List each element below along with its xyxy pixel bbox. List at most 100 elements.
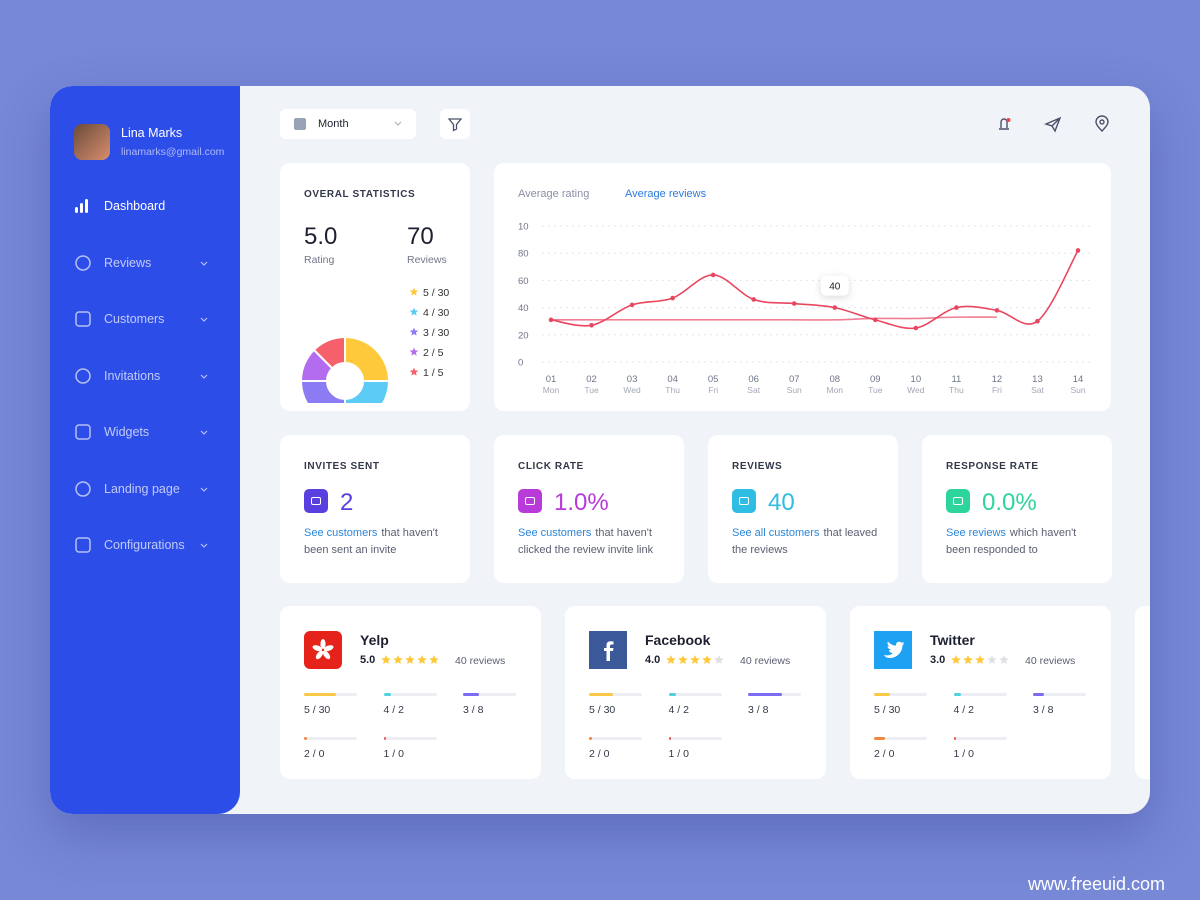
platform-reviews: 40 reviews xyxy=(455,655,506,667)
chevron xyxy=(200,430,208,435)
stat-icon-glyph xyxy=(739,497,749,505)
bar-fill xyxy=(463,693,479,696)
stat-link[interactable]: See all customers xyxy=(732,527,820,539)
nav-icon xyxy=(75,254,91,271)
legend-star xyxy=(409,367,419,376)
top-icons xyxy=(999,115,1109,133)
logo-f xyxy=(604,641,614,661)
stat-value: 40 xyxy=(768,489,795,516)
nav-label: Landing page xyxy=(104,481,180,496)
stat-text: See customers that haven't clicked the re… xyxy=(518,525,668,559)
nav-label: Reviews xyxy=(104,255,152,270)
icon-shape xyxy=(75,537,91,553)
pie-slice xyxy=(299,380,346,403)
stat-link[interactable]: See reviews xyxy=(946,527,1006,539)
stat-desc: that leaved the reviews xyxy=(732,527,878,556)
bar-fill xyxy=(383,693,392,696)
stat-card: CLICK RATE 1.0% See customers that haven't … xyxy=(494,435,684,583)
notifications[interactable] xyxy=(999,118,1011,130)
point xyxy=(670,295,675,301)
star xyxy=(702,655,712,665)
legend-star xyxy=(409,307,419,316)
x-tick-label: 09 xyxy=(870,374,881,385)
calendar-icon xyxy=(294,118,306,130)
stat-icon xyxy=(518,489,542,513)
bar-track xyxy=(383,737,437,740)
rating-label: Rating xyxy=(304,254,335,266)
period-select[interactable]: Month xyxy=(280,109,416,139)
star xyxy=(975,655,985,665)
bar-label: 3 / 8 xyxy=(463,704,484,716)
bar-label: 1 / 0 xyxy=(383,748,404,760)
star xyxy=(405,655,415,665)
stat-icon xyxy=(732,489,756,513)
stat-icon xyxy=(946,489,970,513)
nav-item[interactable]: Landing page xyxy=(50,478,240,502)
series-tab[interactable]: Average rating xyxy=(518,188,589,200)
icon-bar xyxy=(75,207,78,213)
bar-fill xyxy=(668,737,672,740)
star xyxy=(987,655,997,665)
bar-fill xyxy=(668,693,677,696)
watermark: www.freeuid.com xyxy=(1028,874,1166,894)
series-tab[interactable]: Average reviews xyxy=(625,188,707,200)
nav-item[interactable]: Widgets xyxy=(50,421,240,445)
nav-item[interactable]: Configurations xyxy=(50,534,240,558)
series-line xyxy=(550,250,1079,330)
platform-name: Facebook xyxy=(645,632,711,648)
star xyxy=(999,655,1009,665)
x-tick-sublabel: Fri xyxy=(992,385,1002,395)
chevron-path xyxy=(200,430,208,435)
platform-card: Twitter 3.0 40 reviews 5 / 30 4 / 2 3 / 8 2 / … xyxy=(850,606,1111,779)
x-tick-sublabel: Tue xyxy=(868,385,883,395)
legend-label: 2 / 5 xyxy=(423,347,444,359)
send[interactable] xyxy=(1044,116,1062,133)
stat-link[interactable]: See customers xyxy=(518,527,592,539)
stat-title: INVITES SENT xyxy=(304,461,380,472)
legend-label: 5 / 30 xyxy=(423,287,449,299)
nav-item[interactable]: Customers xyxy=(50,308,240,332)
x-tick-sublabel: Mon xyxy=(826,385,843,395)
rating-stars xyxy=(381,655,439,665)
line-chart: Average rating Average reviews02040608010… xyxy=(518,188,1090,395)
icon-bar xyxy=(80,203,83,213)
platform-card-partial xyxy=(1135,606,1150,779)
icon-bar xyxy=(85,199,88,213)
nav-icon xyxy=(75,199,88,213)
avatar xyxy=(74,124,110,160)
nav-item[interactable]: Invitations xyxy=(50,365,240,389)
chevron-path xyxy=(200,261,208,266)
stat-link[interactable]: See customers xyxy=(304,527,378,539)
x-tick-label: 04 xyxy=(667,374,678,385)
bar-track xyxy=(874,737,927,740)
platform-rating: 3.0 xyxy=(930,654,946,666)
bar-track xyxy=(383,693,437,696)
filter-button[interactable] xyxy=(440,109,470,139)
stat-icon-glyph xyxy=(525,497,535,505)
location[interactable] xyxy=(1095,115,1109,132)
nav-label: Customers xyxy=(104,312,165,326)
nav-item[interactable]: Reviews xyxy=(50,252,240,276)
platform-logo xyxy=(589,631,627,669)
bar-track xyxy=(463,693,516,696)
star xyxy=(393,655,403,665)
x-tick-label: 05 xyxy=(708,374,719,385)
rating-stars xyxy=(951,655,1009,665)
icon-shape xyxy=(75,424,91,440)
nav-icon xyxy=(75,424,91,440)
x-tick-label: 03 xyxy=(627,374,638,385)
stat-text: See all customers that leaved the reviews xyxy=(732,525,882,559)
y-tick-label: 60 xyxy=(518,276,529,287)
point xyxy=(710,272,716,278)
legend-label: 4 / 30 xyxy=(423,307,449,319)
stat-icon-glyph xyxy=(311,497,321,505)
nav-icon xyxy=(75,367,91,384)
nav-label: Dashboard xyxy=(104,199,166,213)
nav: Dashboard Reviews Customers Invitations Widg… xyxy=(50,86,240,814)
x-tick-label: 10 xyxy=(911,374,922,385)
bar-label: 5 / 30 xyxy=(874,704,901,716)
stat-title: RESPONSE RATE xyxy=(946,461,1039,472)
stat-desc: that haven't clicked the review invite l… xyxy=(518,527,654,556)
nav-item[interactable]: Dashboard xyxy=(50,195,240,219)
